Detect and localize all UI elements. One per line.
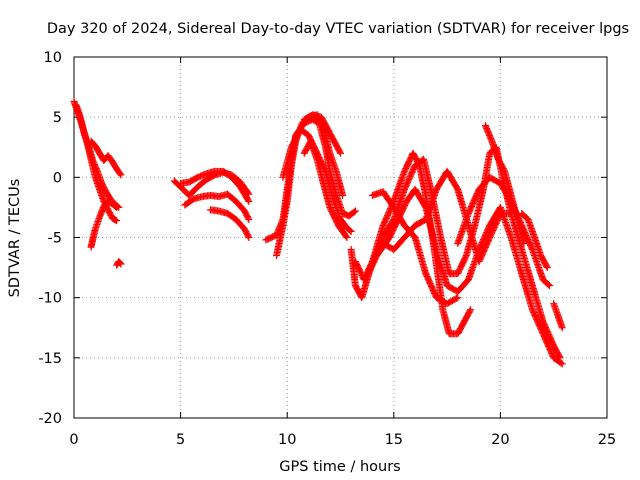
data-point xyxy=(244,214,252,222)
data-point xyxy=(336,148,344,156)
chart-title: Day 320 of 2024, Sidereal Day-to-day VTE… xyxy=(47,21,629,37)
y-tick-label: -20 xyxy=(38,411,62,427)
data-point xyxy=(557,359,565,367)
data-point xyxy=(339,191,347,199)
data-point xyxy=(558,360,566,368)
y-tick-label: 0 xyxy=(53,170,62,186)
data-series xyxy=(70,98,566,368)
data-point xyxy=(112,216,120,224)
data-point xyxy=(351,207,359,215)
y-tick-label: -5 xyxy=(48,231,62,247)
x-tick-label: 25 xyxy=(598,432,616,448)
data-point xyxy=(115,258,123,266)
data-point xyxy=(346,227,354,235)
data-point xyxy=(113,217,121,225)
series-arc-d1 xyxy=(347,149,475,338)
x-tick-labels: 0 5 10 15 20 25 xyxy=(69,432,616,448)
data-point xyxy=(116,170,124,178)
series-arc-c4 xyxy=(300,111,344,157)
series-arc-d7 xyxy=(481,122,528,248)
data-point xyxy=(245,197,253,205)
y-tick-label: -15 xyxy=(38,351,62,367)
series-arc-a2 xyxy=(72,101,123,211)
axis-ticks xyxy=(73,56,608,419)
data-point xyxy=(112,203,120,211)
data-point xyxy=(347,227,355,235)
series-arc-a5 xyxy=(113,258,125,269)
data-point xyxy=(245,234,253,241)
grid-lines xyxy=(74,57,607,418)
x-tick-label: 20 xyxy=(491,432,509,448)
y-axis-label: SDTVAR / TECUs xyxy=(7,179,23,298)
data-point xyxy=(454,294,462,302)
data-point xyxy=(342,232,350,240)
series-arc-b2 xyxy=(177,167,253,205)
series-arc-a4 xyxy=(87,197,121,251)
data-point xyxy=(452,294,460,302)
data-point xyxy=(520,240,528,248)
series-arc-d5 xyxy=(368,188,462,308)
series-arc-d9 xyxy=(550,300,566,332)
data-point xyxy=(117,260,125,268)
x-tick-label: 0 xyxy=(69,432,78,448)
data-point xyxy=(543,264,551,272)
y-tick-label: -10 xyxy=(38,291,62,307)
data-point xyxy=(350,208,358,216)
data-point xyxy=(543,262,551,270)
data-point xyxy=(545,282,553,290)
x-tick-label: 5 xyxy=(176,432,185,448)
data-point xyxy=(544,281,552,289)
data-point xyxy=(466,307,474,315)
y-tick-label: 5 xyxy=(53,110,62,126)
data-point xyxy=(244,196,252,204)
x-tick-label: 10 xyxy=(278,432,296,448)
data-point xyxy=(117,171,125,179)
series-arc-d4 xyxy=(379,167,515,266)
data-point xyxy=(337,149,344,157)
data-point xyxy=(467,306,475,314)
y-tick-label: 10 xyxy=(44,50,62,66)
series-arc-c5 xyxy=(300,137,351,241)
x-tick-label: 15 xyxy=(385,432,403,448)
y-tick-labels: -20 -15 -10 -5 0 5 10 xyxy=(38,50,62,427)
data-point xyxy=(558,324,566,332)
series-arc-b4 xyxy=(206,206,253,241)
data-point xyxy=(113,203,121,211)
data-point xyxy=(245,215,253,223)
data-point xyxy=(244,232,252,240)
series-arc-d2 xyxy=(351,143,564,362)
data-point xyxy=(116,259,124,267)
x-axis-label: GPS time / hours xyxy=(279,459,400,475)
series-arc-a3 xyxy=(87,137,125,179)
series-arc-b3 xyxy=(181,190,253,223)
series-arc-d8 xyxy=(518,209,551,272)
data-point xyxy=(343,234,351,241)
